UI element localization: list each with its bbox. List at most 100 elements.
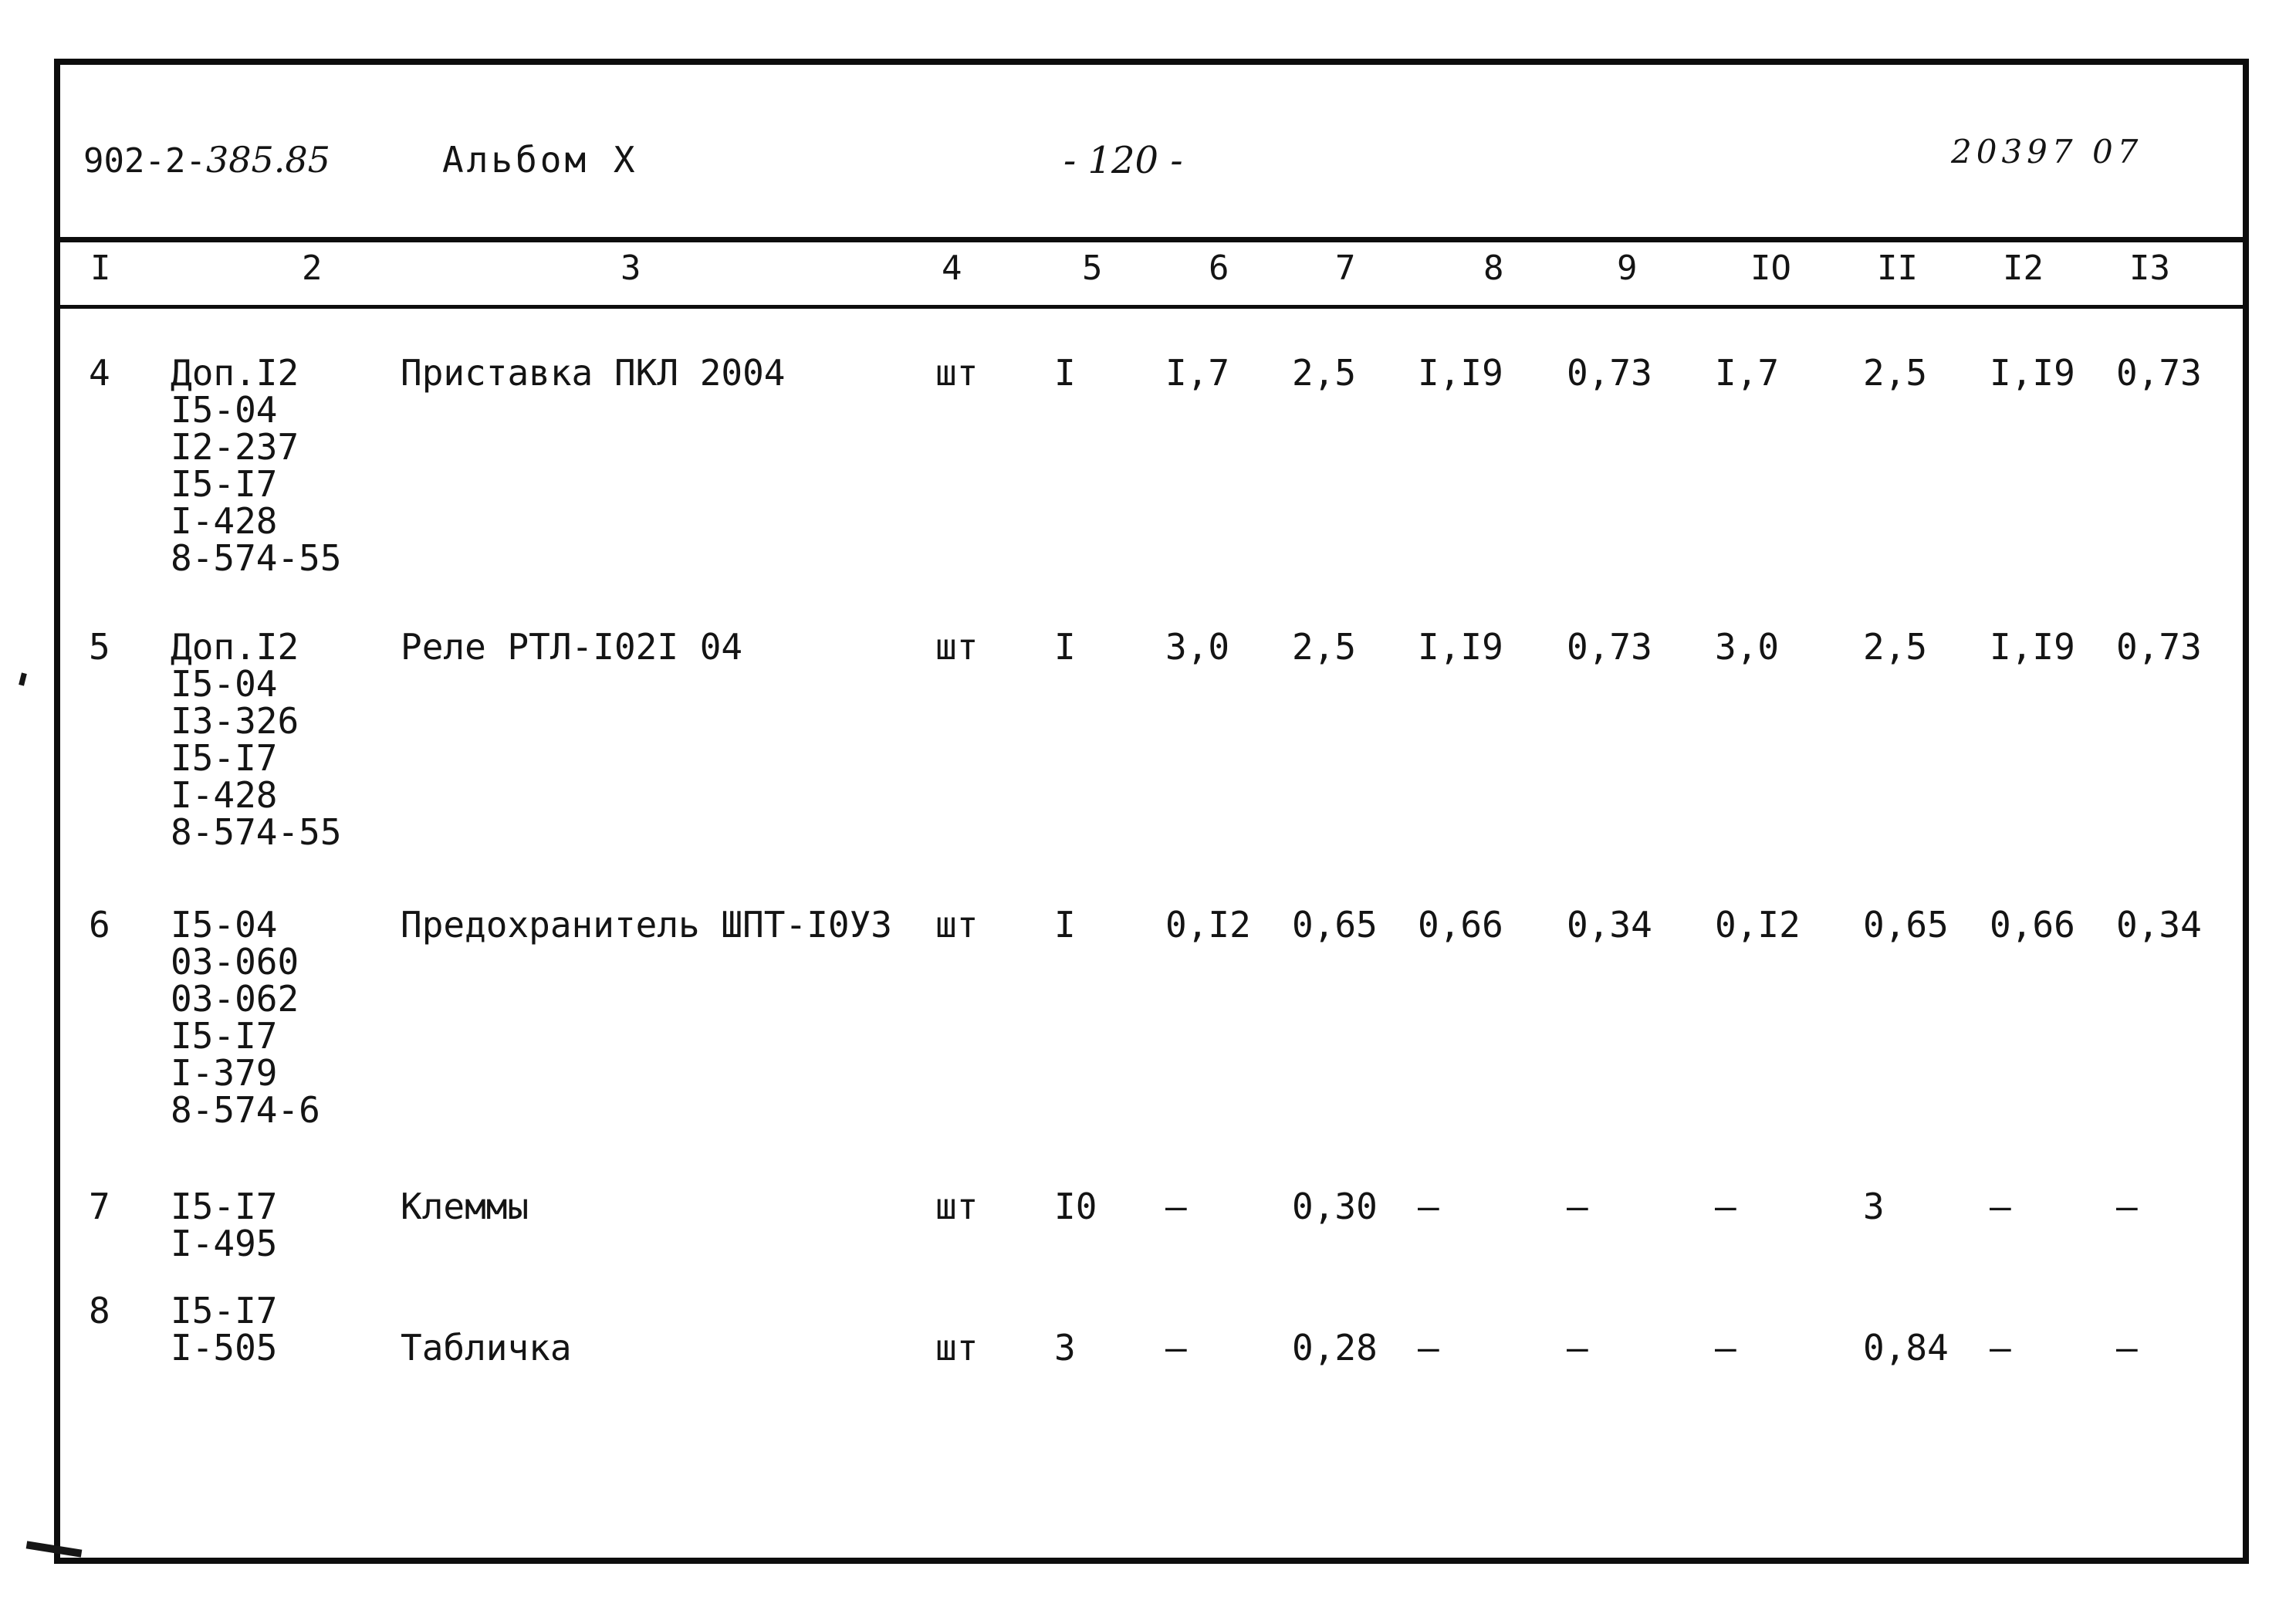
value-cell: 0,84 (1863, 1327, 1949, 1369)
value-cell: – (1990, 1186, 2011, 1227)
item-name: Клеммы (401, 1186, 529, 1227)
value-cell: – (1990, 1327, 2011, 1369)
value-cell: 0,34 (1567, 904, 1652, 946)
item-name: Предохранитель ШПТ-I0У3 (401, 904, 892, 946)
column-header: 6 (1209, 249, 1229, 288)
value-cell: 0,30 (1292, 1186, 1378, 1227)
code-list: Доп.I2 I5-04 I2-237 I5-I7 I-428 8-574-55 (171, 354, 401, 577)
value-cell: 0,34 (2116, 904, 2202, 946)
value-cell: 2,5 (1292, 626, 1357, 668)
row-number: 6 (89, 904, 110, 946)
page-frame: 902-2-385.85 Альбом X - 120 - 20397 07 I… (54, 59, 2249, 1564)
value-cell: 0,73 (2116, 352, 2202, 394)
value-cell: 0,I2 (1715, 904, 1801, 946)
code-list: I5-I7 I-495 (171, 1188, 401, 1262)
value-cell: 3 (1863, 1186, 1885, 1227)
code-line: 8-574-6 (171, 1089, 320, 1131)
code-line: 8-574-55 (171, 537, 342, 579)
value-cell: I0 (1054, 1186, 1097, 1227)
code-line: I5-I7 (171, 1290, 278, 1331)
value-cell: 2,5 (1863, 626, 1928, 668)
code-line: I5-I7 (171, 1015, 278, 1057)
value-cell: I (1054, 904, 1076, 946)
code-line: I3-326 (171, 700, 299, 742)
column-header: 7 (1335, 249, 1356, 288)
code-line: 03-060 (171, 941, 299, 983)
column-header: I (90, 249, 111, 288)
unit-cell: шт (935, 626, 979, 668)
row-number: 7 (89, 1186, 110, 1227)
value-cell: 2,5 (1292, 352, 1357, 394)
row-number: 4 (89, 352, 110, 394)
value-cell: I,7 (1165, 352, 1230, 394)
code-line: I5-04 (171, 389, 278, 431)
code-list: I5-I7 I-505 (171, 1292, 401, 1366)
code-line: I5-04 (171, 904, 278, 946)
unit-cell: шт (935, 352, 979, 394)
stamp-number: 20397 07 (1951, 133, 2143, 171)
scan-artifact (19, 672, 27, 686)
doc-number-handwritten: 385.85 (205, 139, 330, 181)
value-cell: 0,65 (1863, 904, 1949, 946)
column-header: I2 (2003, 249, 2044, 288)
value-cell: 0,73 (1567, 626, 1652, 668)
value-cell: – (1165, 1327, 1187, 1369)
table-row: 6 I5-04 03-060 03-062 I5-I7 I-379 8-574-… (89, 906, 2232, 1128)
code-line: I-495 (171, 1223, 278, 1264)
code-line: I-379 (171, 1052, 278, 1094)
value-cell: – (1567, 1327, 1588, 1369)
value-cell: 0,66 (1990, 904, 2075, 946)
value-cell: I,I9 (1990, 626, 2075, 668)
value-cell: – (1567, 1186, 1588, 1227)
value-cell: – (1715, 1327, 1736, 1369)
value-cell: – (2116, 1327, 2138, 1369)
value-cell: I,7 (1715, 352, 1780, 394)
code-line: I5-I7 (171, 737, 278, 779)
code-line: I-428 (171, 774, 278, 816)
doc-number: 902-2-385.85 (83, 139, 330, 181)
table-row: 5 Доп.I2 I5-04 I3-326 I5-I7 I-428 8-574-… (89, 628, 2232, 851)
value-cell: 0,73 (2116, 626, 2202, 668)
table-rule-bottom (60, 305, 2243, 309)
table-row: 7 I5-I7 I-495 Клеммы шт I0 – 0,30 – – – … (89, 1188, 2232, 1262)
row-number: 8 (89, 1290, 110, 1331)
value-cell: I,I9 (1418, 352, 1503, 394)
code-line: Доп.I2 (171, 626, 299, 668)
value-cell: – (1715, 1186, 1736, 1227)
column-header: 8 (1483, 249, 1504, 288)
value-cell: 3,0 (1165, 626, 1230, 668)
code-line: 8-574-55 (171, 811, 342, 853)
value-cell: I (1054, 626, 1076, 668)
unit-cell: шт (935, 904, 979, 946)
column-header: 4 (942, 249, 962, 288)
code-list: Доп.I2 I5-04 I3-326 I5-I7 I-428 8-574-55 (171, 628, 401, 851)
code-line: I-505 (171, 1327, 278, 1369)
page-number: - 120 - (1063, 139, 1183, 182)
column-header: 5 (1082, 249, 1103, 288)
value-cell: 0,28 (1292, 1327, 1378, 1369)
value-cell: – (1418, 1186, 1439, 1227)
code-line: I-428 (171, 500, 278, 542)
value-cell: – (2116, 1186, 2138, 1227)
column-header: 3 (620, 249, 641, 288)
table-row: 4 Доп.I2 I5-04 I2-237 I5-I7 I-428 8-574-… (89, 354, 2232, 577)
album-title: Альбом X (442, 139, 638, 181)
unit-cell: шт (935, 1327, 979, 1369)
value-cell: 0,I2 (1165, 904, 1251, 946)
item-name: Реле РТЛ-I02I 04 (401, 626, 743, 668)
column-header: 2 (302, 249, 323, 288)
table-row: 8 I5-I7 I-505 Табличка шт 3 – 0,28 – – –… (89, 1292, 2232, 1366)
code-line: I2-237 (171, 426, 299, 468)
value-cell: 2,5 (1863, 352, 1928, 394)
code-line: I5-04 (171, 663, 278, 705)
value-cell: I,I9 (1990, 352, 2075, 394)
doc-number-typed: 902-2- (83, 141, 206, 181)
value-cell: 0,65 (1292, 904, 1378, 946)
code-list: I5-04 03-060 03-062 I5-I7 I-379 8-574-6 (171, 906, 401, 1128)
code-line: I5-I7 (171, 463, 278, 505)
code-line: I5-I7 (171, 1186, 278, 1227)
column-header: I3 (2129, 249, 2170, 288)
value-cell: 0,73 (1567, 352, 1652, 394)
value-cell: 0,66 (1418, 904, 1503, 946)
